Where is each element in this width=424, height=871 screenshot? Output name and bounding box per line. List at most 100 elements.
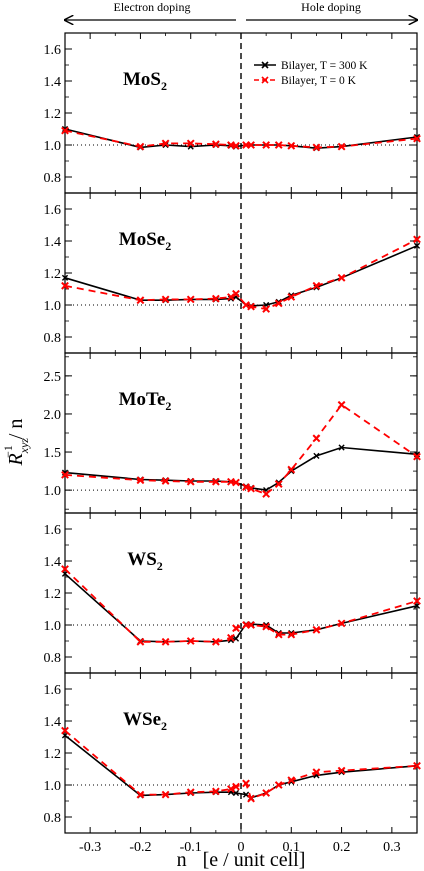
x-tick-label: -0.2 <box>129 840 151 855</box>
data-point <box>274 299 283 308</box>
data-point <box>232 141 240 150</box>
panel-title: MoTe2 <box>119 389 172 413</box>
y-tick-label: 1.6 <box>44 203 62 218</box>
data-point <box>247 484 255 493</box>
panel-mose2: 0.8 1.0 1.2 1.4 1.6 MoSe2 <box>44 192 421 354</box>
data-point <box>274 630 283 639</box>
y-tick-label: 1.4 <box>44 75 62 90</box>
data-point <box>312 281 321 290</box>
data-point <box>247 621 255 629</box>
data-point <box>262 622 271 631</box>
y-axis-label-main: R <box>5 453 27 466</box>
data-point <box>211 477 220 486</box>
data-point <box>232 478 240 487</box>
series-line-t0k <box>64 238 418 310</box>
legend-label: Bilayer, T = 300 K <box>281 60 368 72</box>
y-axis-label-suffix: / n <box>5 419 27 440</box>
data-point <box>186 788 195 797</box>
data-point <box>262 305 271 313</box>
y-tick-label: 1.4 <box>44 235 62 250</box>
data-point <box>288 292 295 299</box>
y-tick-label: 1.2 <box>44 107 62 122</box>
data-point <box>312 625 321 634</box>
data-point <box>161 477 170 485</box>
y-tick-label: 0.8 <box>44 651 62 666</box>
data-point <box>211 637 220 646</box>
panel-mos2: 0.8 1.0 1.2 1.4 1.6 MoS2 <box>44 32 421 194</box>
panels: 0.8 1.0 1.2 1.4 1.6 MoS2 0.8 1.0 1.2 1.4 1.6 MoSe2 1… <box>44 32 421 855</box>
data-point <box>161 790 170 799</box>
data-point <box>61 726 69 735</box>
y-tick-label: 1.6 <box>44 523 62 538</box>
legend: Bilayer, T = 300 K Bilayer, T = 0 K <box>254 60 368 87</box>
data-point <box>227 293 235 301</box>
x-tick-label: -0.3 <box>79 840 101 855</box>
x-tick-label: 0.3 <box>383 840 401 855</box>
panel-title: WS2 <box>127 549 163 573</box>
y-tick-label: 2.0 <box>44 408 62 423</box>
y-tick-label: 1.6 <box>44 43 62 58</box>
data-point <box>61 565 69 573</box>
y-tick-label: 0.8 <box>44 331 62 346</box>
data-point <box>312 143 321 152</box>
data-point <box>247 794 255 803</box>
data-point <box>413 235 421 244</box>
data-point <box>413 761 421 770</box>
doping-header: Electron doping Hole doping <box>65 0 417 20</box>
data-point <box>413 134 421 143</box>
data-point <box>338 444 345 451</box>
data-point <box>312 768 321 777</box>
data-point <box>413 242 421 249</box>
data-point <box>232 624 240 633</box>
data-point <box>227 785 235 793</box>
data-point <box>274 781 283 789</box>
data-point <box>186 139 195 148</box>
y-axis-label: Rxyz−1 / n <box>1 419 31 467</box>
y-tick-label: 1.5 <box>44 446 62 461</box>
legend-item: Bilayer, T = 0 K <box>254 75 357 87</box>
data-point <box>337 766 346 775</box>
panel-title: WSe2 <box>123 709 167 733</box>
data-point <box>61 470 69 479</box>
data-point <box>287 776 296 785</box>
data-point <box>242 483 250 492</box>
y-tick-label: 1.0 <box>44 619 62 634</box>
data-point <box>262 141 271 149</box>
x-axis-label-unit: [e / unit cell] <box>203 849 306 871</box>
data-point <box>337 619 346 628</box>
y-tick-label: 1.4 <box>44 555 62 570</box>
data-point <box>262 789 271 797</box>
data-point <box>247 141 255 149</box>
panel-title: MoS2 <box>123 69 167 93</box>
x-axis-label-n: n <box>177 849 187 871</box>
y-tick-label: 1.4 <box>44 715 62 730</box>
data-point <box>262 490 271 498</box>
data-point <box>136 790 145 799</box>
legend-item: Bilayer, T = 300 K <box>254 60 368 72</box>
data-point <box>413 597 421 605</box>
data-point <box>61 126 69 135</box>
y-tick-label: 1.6 <box>44 683 62 698</box>
data-point <box>136 476 145 485</box>
y-axis-label-sub: xyz <box>17 438 31 455</box>
data-point <box>263 621 270 629</box>
data-point <box>287 141 296 150</box>
x-tick-label: 0 <box>238 840 245 855</box>
data-point <box>232 289 240 298</box>
data-point <box>211 294 220 303</box>
y-tick-label: 1.2 <box>44 267 62 282</box>
x-tick-label: 0.2 <box>333 840 351 855</box>
data-point <box>274 141 283 149</box>
data-point <box>247 302 255 311</box>
data-point <box>136 637 145 646</box>
data-point <box>161 295 170 304</box>
panel-mote2: 1.0 1.5 2.0 2.5 MoTe2 <box>44 352 421 514</box>
data-point <box>232 782 240 791</box>
electron-doping-label: Electron doping <box>114 0 191 14</box>
y-tick-label: 1.2 <box>44 747 62 762</box>
y-axis-label-sup: −1 <box>1 445 15 458</box>
y-tick-label: 2.5 <box>44 370 62 385</box>
data-point <box>287 465 296 474</box>
y-tick-label: 1.0 <box>44 484 62 499</box>
